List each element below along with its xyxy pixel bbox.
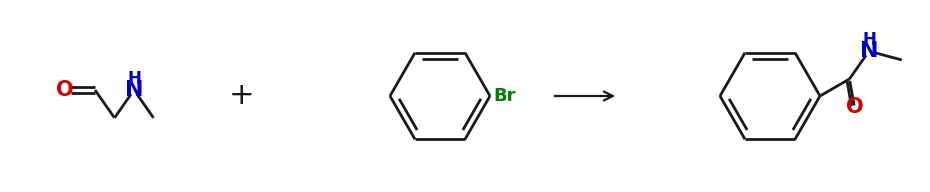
Text: H: H xyxy=(862,31,876,49)
Text: O: O xyxy=(845,98,863,118)
Text: +: + xyxy=(229,81,255,111)
Text: O: O xyxy=(56,80,73,100)
Text: Br: Br xyxy=(493,87,515,105)
Text: N: N xyxy=(859,41,878,61)
Text: N: N xyxy=(125,79,143,99)
Text: H: H xyxy=(127,70,141,88)
